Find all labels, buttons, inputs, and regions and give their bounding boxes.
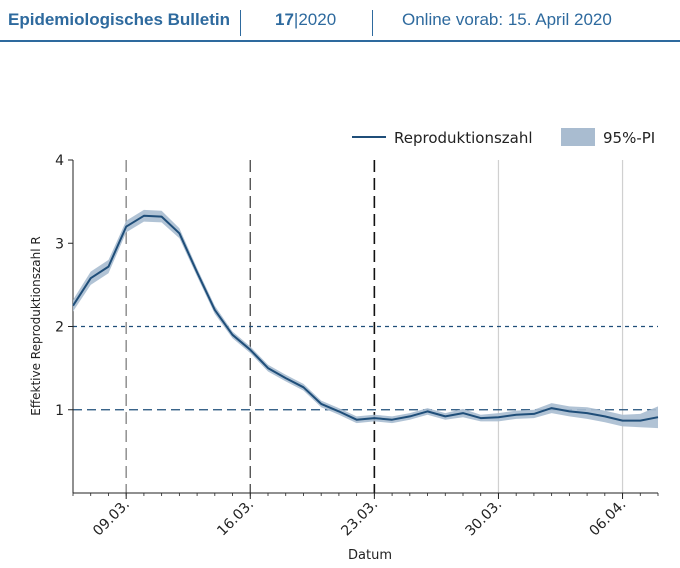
confidence-band	[73, 209, 658, 429]
x-tick-label: 09.03.	[90, 497, 133, 540]
issue-number: 17	[275, 10, 294, 29]
y-tick-label: 1	[55, 403, 64, 419]
journal-title: Epidemiologisches Bulletin	[8, 10, 230, 29]
issue-year: 2020	[298, 10, 337, 29]
legend-band-label: 95%-PI	[603, 129, 655, 147]
x-tick-label: 30.03.	[462, 497, 505, 540]
x-axis-label: Datum	[348, 548, 392, 563]
legend-band-swatch	[561, 128, 595, 146]
issue-label: 17|2020	[275, 10, 337, 29]
y-tick-label: 3	[55, 236, 64, 252]
x-tick-label: 16.03.	[214, 497, 257, 540]
header-divider	[240, 10, 241, 36]
x-tick-label: 23.03.	[338, 497, 381, 540]
x-tick-label: 06.04.	[587, 497, 630, 540]
y-tick-label: 4	[55, 153, 64, 169]
bulletin-header: Epidemiologisches Bulletin 17|2020 Onlin…	[0, 0, 680, 42]
y-axis-label: Effektive Reproduktionszahl R	[29, 236, 43, 415]
reproduction-line	[72, 214, 659, 422]
legend-line-label: Reproduktionszahl	[394, 129, 533, 147]
y-tick-label: 2	[55, 320, 64, 336]
header-divider	[372, 10, 373, 36]
online-date: Online vorab: 15. April 2020	[402, 10, 612, 29]
